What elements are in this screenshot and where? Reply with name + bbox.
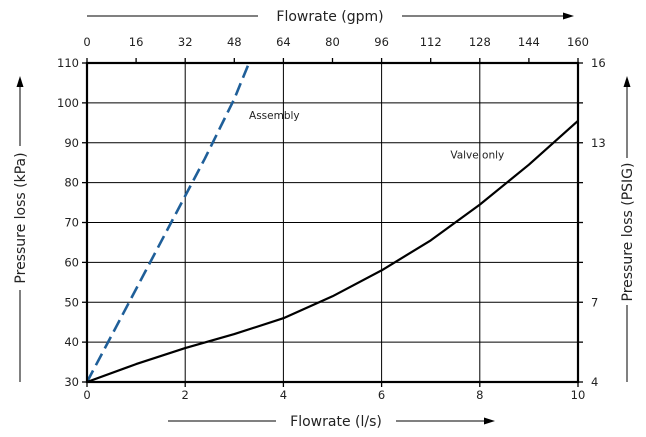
y-tick-label: 40 — [64, 335, 79, 349]
x-tick-label: 8 — [476, 388, 483, 402]
y-tick-label: 30 — [64, 375, 79, 389]
grid — [87, 63, 578, 382]
top-axis-arrowhead — [563, 12, 574, 20]
y2-tick-label: 13 — [591, 136, 606, 150]
x2-tick-label: 144 — [518, 35, 540, 49]
x2-tick-label: 48 — [227, 35, 242, 49]
x2-tick-label: 80 — [325, 35, 340, 49]
bottom-axis-title-group: Flowrate (l/s) — [168, 414, 495, 430]
y-tick-label: 60 — [64, 255, 79, 269]
x2-tick-label: 160 — [567, 35, 589, 49]
bottom-axis-title: Flowrate (l/s) — [290, 414, 382, 430]
right-axis-title-group: Pressure loss (PSIG) — [620, 76, 636, 382]
y-tick-label: 90 — [64, 136, 79, 150]
series-annotation: Assembly — [249, 110, 300, 122]
x2-tick-label: 96 — [374, 35, 389, 49]
series-lines — [85, 62, 579, 384]
x-tick-label: 10 — [571, 388, 586, 402]
x2-tick-label: 32 — [178, 35, 193, 49]
axis-ticks: 0 2 4 6 8 10 30 40 50 60 70 80 90 100 110 0 16 32 48 64 80 96… — [57, 35, 606, 402]
left-axis-title: Pressure loss (kPa) — [13, 152, 29, 283]
x-tick-label: 0 — [83, 388, 90, 402]
y-tick-label: 100 — [57, 96, 79, 110]
top-axis-title-group: Flowrate (gpm) — [87, 9, 574, 25]
y-tick-label: 50 — [64, 295, 79, 309]
bottom-axis-arrowhead — [484, 417, 495, 425]
series-annotation: Valve only — [450, 150, 504, 162]
left-axis-title-group: Pressure loss (kPa) — [13, 76, 29, 382]
x2-tick-label: 64 — [276, 35, 291, 49]
series-line-valve-only — [86, 119, 579, 384]
y-tick-label: 70 — [64, 216, 79, 230]
x2-tick-label: 16 — [129, 35, 144, 49]
x-tick-label: 4 — [280, 388, 287, 402]
y2-tick-label: 7 — [591, 295, 598, 309]
annotations: Assembly Valve only — [249, 110, 504, 162]
x-tick-label: 6 — [378, 388, 385, 402]
top-axis-title: Flowrate (gpm) — [276, 9, 383, 25]
right-axis-arrowhead — [623, 76, 631, 87]
x2-tick-label: 128 — [469, 35, 491, 49]
right-axis-title: Pressure loss (PSIG) — [620, 163, 636, 302]
x2-tick-label: 0 — [83, 35, 90, 49]
y2-tick-label: 16 — [591, 56, 606, 70]
y-tick-label: 80 — [64, 176, 79, 190]
y-tick-label: 110 — [57, 56, 79, 70]
y2-tick-label: 4 — [591, 375, 598, 389]
x-tick-label: 2 — [182, 388, 189, 402]
left-axis-arrowhead — [16, 76, 24, 87]
series-line-assembly — [85, 62, 251, 383]
x2-tick-label: 112 — [420, 35, 442, 49]
